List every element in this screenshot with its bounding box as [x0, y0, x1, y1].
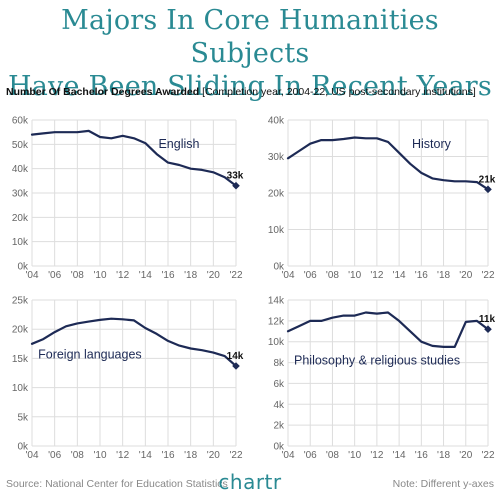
panel-4-xtick-label: '04	[281, 450, 294, 461]
panel-4-xtick-label: '22	[481, 450, 494, 461]
panel-2-xtick-label: '10	[348, 270, 361, 281]
panel-3-xtick-label: '08	[71, 450, 84, 461]
panel-2-end-marker	[484, 185, 492, 194]
panel-2-xtick-label: '06	[304, 270, 317, 281]
panel-3-xtick-label: '04	[25, 450, 38, 461]
chart-subtitle: Number Of Bachelor Degrees Awarded [Comp…	[6, 86, 498, 98]
panel-1-xtick-label: '20	[207, 270, 220, 281]
panel-2-ytick-label: 20k	[268, 189, 285, 200]
panel-2-xtick-label: '20	[459, 270, 472, 281]
panel-1-ytick-label: 10k	[12, 237, 29, 248]
panel-2-xtick-label: '16	[415, 270, 428, 281]
panel-3-end-value-label: 14k	[227, 351, 244, 362]
panel-1-xtick-label: '10	[93, 270, 106, 281]
panel-4-xtick-label: '06	[304, 450, 317, 461]
panel-3-xtick-label: '18	[184, 450, 197, 461]
panel-2-xtick-label: '14	[393, 270, 406, 281]
panel-4-end-value-label: 11k	[479, 314, 496, 325]
panel-2-series-label: History	[412, 137, 452, 151]
panel-4-xtick-label: '20	[459, 450, 472, 461]
panel-4-series-line	[286, 311, 490, 348]
panel-3-xtick-label: '22	[229, 450, 242, 461]
title-line-1: Majors In Core Humanities Subjects	[61, 5, 439, 69]
panel-2-series-line	[286, 136, 490, 191]
panel-4-xtick-label: '10	[348, 450, 361, 461]
panel-4-ytick-label: 10k	[268, 337, 285, 348]
panel-2-ytick-label: 0k	[273, 262, 285, 273]
panel-1-xtick-label: '04	[25, 270, 38, 281]
panel-4-ytick-label: 0k	[273, 442, 285, 453]
panel-3-ytick-label: 15k	[12, 354, 29, 365]
panel-2-xtick-label: '04	[281, 270, 294, 281]
panel-1-xtick-label: '16	[161, 270, 174, 281]
panel-1-xtick-label: '14	[139, 270, 152, 281]
panel-4-ytick-label: 4k	[273, 400, 285, 411]
panel-3-end-marker	[232, 362, 240, 370]
panel-4-end-marker	[484, 325, 492, 333]
panel-3-ytick-label: 5k	[17, 412, 29, 423]
panel-3-xtick-label: '20	[207, 450, 220, 461]
panel-2-xtick-label: '08	[326, 270, 339, 281]
panel-1-end-value-label: 33k	[227, 171, 244, 182]
panel-1-xtick-label: '06	[48, 270, 61, 281]
panel-1-xtick-label: '22	[229, 270, 242, 281]
axes-note: Note: Different y-axes	[392, 478, 494, 490]
panel-3-ytick-label: 10k	[12, 383, 29, 394]
panel-1-ytick-label: 50k	[12, 140, 29, 151]
panel-1-series-label: English	[158, 137, 199, 151]
panel-1-ytick-label: 0k	[17, 262, 29, 273]
chartr-logo: chartr	[218, 470, 282, 494]
panel-3-xtick-label: '14	[139, 450, 152, 461]
panel-1-ytick-label: 40k	[12, 164, 29, 175]
panel-4-ytick-label: 12k	[268, 316, 285, 327]
panel-3-xtick-label: '06	[48, 450, 61, 461]
panel-4-ytick-label: 8k	[273, 358, 285, 369]
subtitle-main: Number Of Bachelor Degrees Awarded	[6, 86, 200, 98]
panel-3-series-line	[30, 317, 238, 368]
panel-3-xtick-label: '12	[116, 450, 129, 461]
panel-1-ytick-label: 30k	[12, 189, 29, 200]
panel-2-ytick-label: 40k	[268, 116, 285, 127]
panel-4-xtick-label: '16	[415, 450, 428, 461]
panel-1-series-line	[30, 129, 238, 187]
panel-1-ytick-label: 60k	[12, 116, 29, 127]
panel-1-ytick-label: 20k	[12, 213, 29, 224]
panel-2-xtick-label: '18	[437, 270, 450, 281]
panel-4-ytick-label: 2k	[273, 421, 285, 432]
panel-3-xtick-label: '16	[161, 450, 174, 461]
chart-title: Majors In Core Humanities Subjects Have …	[0, 4, 500, 103]
panel-3-xtick-label: '10	[93, 450, 106, 461]
panel-2-ytick-label: 30k	[268, 152, 285, 163]
panel-1-xtick-label: '12	[116, 270, 129, 281]
panel-4-xtick-label: '08	[326, 450, 339, 461]
panel-3-ytick-label: 20k	[12, 325, 29, 336]
panel-4-ytick-label: 14k	[268, 296, 285, 307]
panel-4-xtick-label: '18	[437, 450, 450, 461]
subtitle-detail: [Completion year, 2004-22, US post-secon…	[202, 86, 476, 98]
panel-2-ytick-label: 10k	[268, 225, 285, 236]
panel-1-end-marker	[232, 181, 240, 190]
panel-2-xtick-label: '12	[370, 270, 383, 281]
panel-1-xtick-label: '08	[71, 270, 84, 281]
panel-4-xtick-label: '14	[393, 450, 406, 461]
panel-4-xtick-label: '12	[370, 450, 383, 461]
panel-3-ytick-label: 25k	[12, 296, 29, 307]
panel-2-end-value-label: 21k	[479, 174, 496, 185]
panel-2-xtick-label: '22	[481, 270, 494, 281]
panel-1-xtick-label: '18	[184, 270, 197, 281]
title-line-2: Have Been Sliding In Recent Years	[8, 71, 492, 102]
panel-3-ytick-label: 0k	[17, 442, 29, 453]
panel-3-series-label: Foreign languages	[38, 348, 142, 362]
source-note: Source: National Center for Education St…	[6, 478, 228, 490]
panel-4-series-label: Philosophy & religious studies	[294, 353, 460, 367]
panel-4-ytick-label: 6k	[273, 379, 285, 390]
